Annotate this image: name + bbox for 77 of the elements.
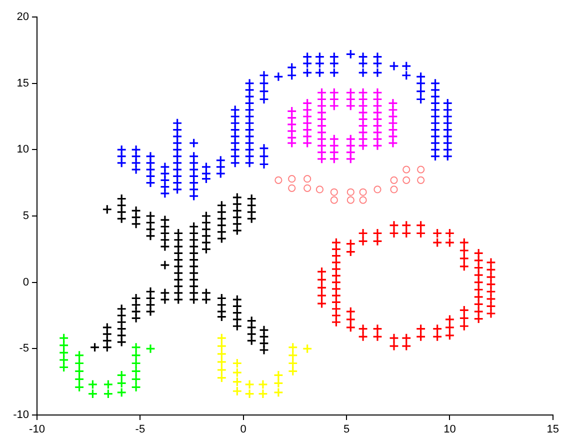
point [116, 378, 127, 388]
point [273, 370, 284, 380]
x-tick-label: 5 [343, 424, 350, 436]
point [74, 350, 84, 360]
point [232, 376, 242, 387]
point [302, 344, 312, 354]
point [304, 175, 312, 183]
point [74, 366, 84, 376]
point [216, 356, 227, 367]
point [244, 388, 255, 399]
point [74, 374, 84, 384]
point [402, 176, 410, 184]
point [145, 344, 156, 354]
x-tick-label: 15 [546, 424, 560, 436]
point [58, 348, 69, 358]
point [216, 333, 227, 344]
point [258, 388, 268, 399]
y-tick-label: 0 [22, 276, 29, 288]
x-tick-label: -5 [135, 424, 146, 436]
point [304, 184, 312, 192]
point [131, 382, 142, 392]
point [131, 374, 142, 384]
point [288, 184, 296, 192]
point [103, 379, 114, 390]
point [258, 379, 268, 390]
x-tick-label: 10 [444, 424, 456, 436]
point [58, 333, 69, 344]
point [288, 366, 298, 376]
point [402, 166, 410, 174]
point [74, 382, 84, 392]
y-tick-label: 5 [22, 210, 29, 222]
y-tick-label: -5 [19, 342, 29, 355]
point [359, 196, 367, 204]
point [116, 387, 127, 398]
point [417, 176, 425, 184]
y-tick-label: -10 [13, 409, 29, 422]
point [232, 358, 242, 368]
point [58, 354, 69, 365]
point [390, 176, 398, 184]
point [58, 362, 69, 372]
point [274, 176, 282, 184]
point [131, 366, 142, 376]
point [346, 196, 354, 204]
x-tick-label: 0 [240, 424, 246, 436]
point [131, 342, 142, 352]
point [131, 350, 142, 360]
point [216, 341, 227, 352]
y-tick-label: 10 [16, 144, 29, 156]
point [288, 350, 298, 360]
point [359, 188, 367, 196]
point [288, 342, 298, 352]
point [273, 387, 284, 398]
point [74, 358, 84, 368]
point [330, 196, 338, 204]
point [390, 186, 398, 194]
point [116, 370, 127, 380]
point [316, 186, 324, 194]
y-tick-label: 15 [16, 77, 29, 90]
point [216, 348, 227, 359]
point [244, 379, 255, 390]
y-tick-label: 20 [16, 11, 29, 24]
point [216, 364, 227, 375]
point [58, 340, 69, 350]
point [273, 378, 284, 388]
point [232, 368, 242, 378]
point [288, 175, 296, 183]
point [417, 166, 425, 174]
point [288, 358, 298, 368]
point [103, 388, 114, 399]
point [232, 386, 242, 396]
point [88, 379, 98, 390]
point [131, 358, 142, 368]
point [216, 372, 227, 383]
point [330, 188, 338, 196]
point [374, 186, 382, 194]
point [346, 188, 354, 196]
point [88, 388, 98, 399]
